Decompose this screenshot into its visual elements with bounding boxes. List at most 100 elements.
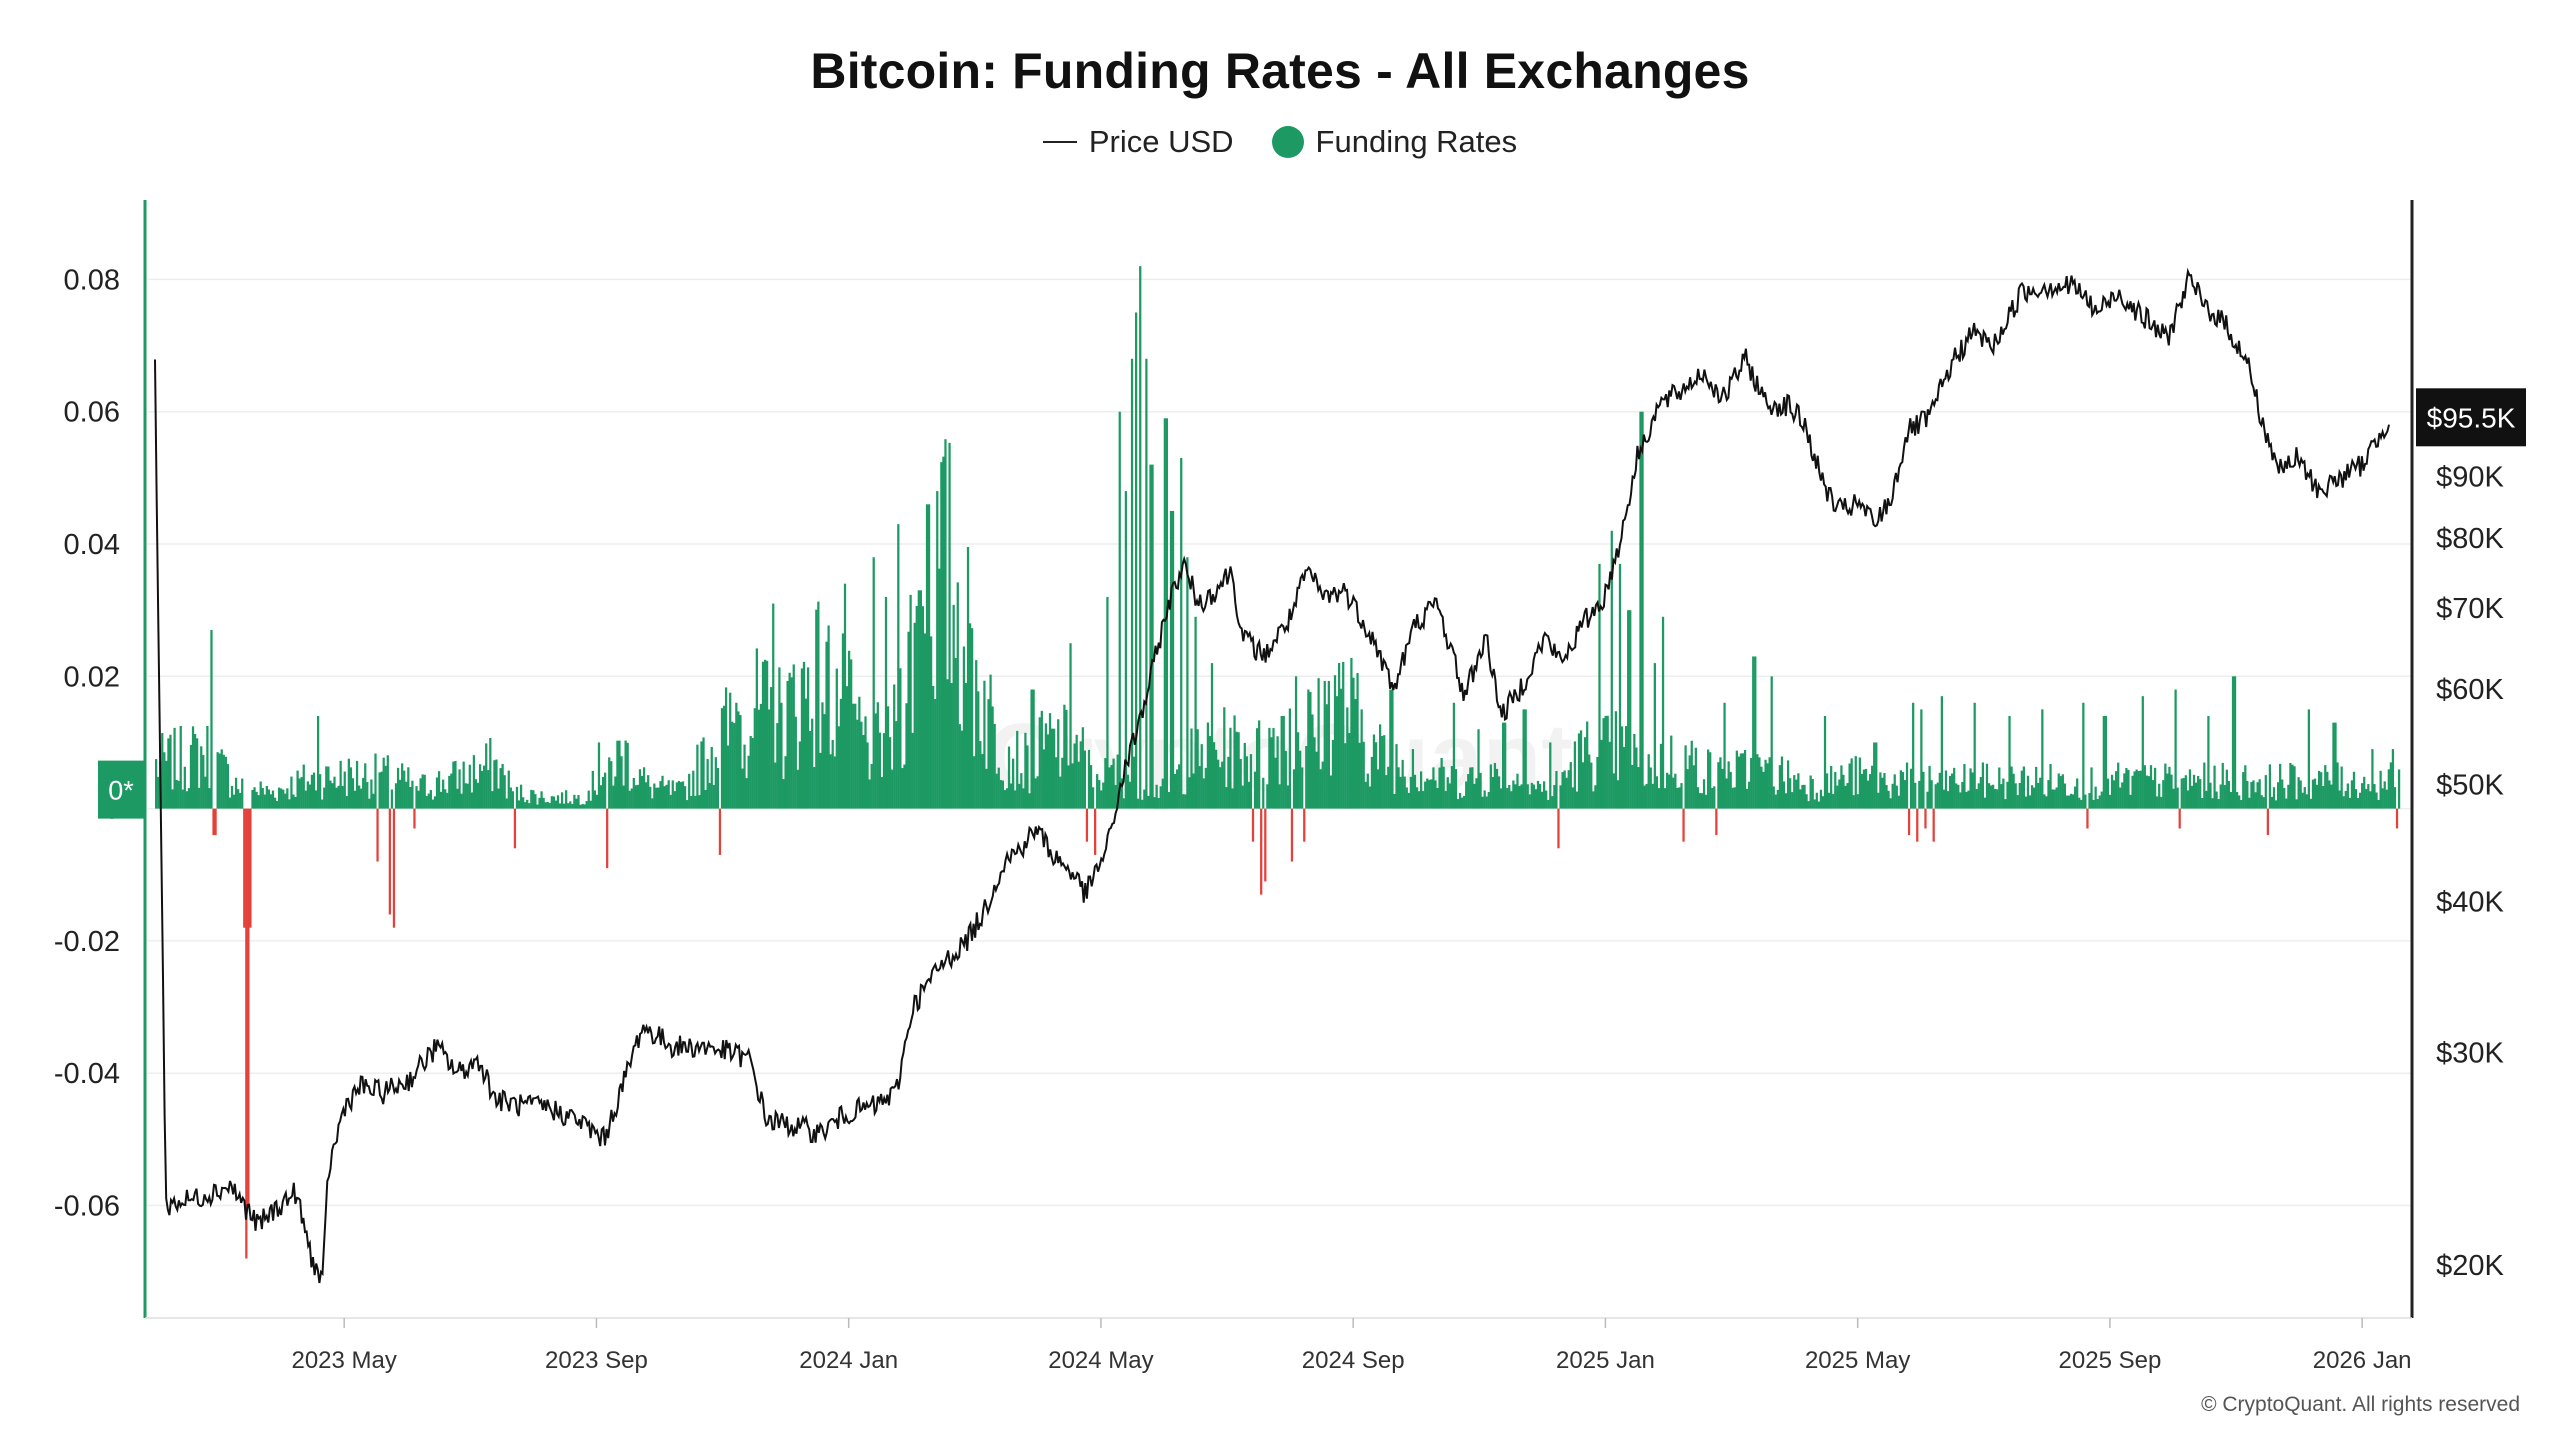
funding-bar: [466, 783, 469, 809]
funding-bar: [1114, 784, 1117, 809]
funding-bar: [1971, 772, 1974, 809]
funding-bar: [1577, 733, 1581, 809]
funding-bar: [493, 760, 496, 809]
funding-bar: [1196, 729, 1199, 809]
funding-bar: [577, 794, 580, 809]
funding-bar: [1483, 790, 1486, 809]
left-tick-label: 0.06: [64, 397, 120, 429]
funding-bar: [1912, 702, 1915, 809]
funding-bar: [2061, 774, 2064, 809]
funding-bar: [1573, 741, 1577, 809]
funding-bar: [1670, 735, 1673, 809]
funding-bar: [1409, 776, 1412, 809]
funding-bar: [2078, 797, 2081, 809]
funding-bar: [2348, 797, 2351, 809]
funding-bar: [491, 791, 494, 809]
funding-bar: [1801, 784, 1804, 809]
funding-bar: [1290, 808, 1294, 862]
funding-bar: [1044, 723, 1048, 809]
funding-bar: [1011, 758, 1015, 809]
funding-bar: [729, 692, 732, 809]
funding-bar: [661, 775, 664, 809]
funding-bar: [1171, 510, 1175, 809]
funding-bar: [817, 601, 820, 809]
funding-bar: [351, 778, 355, 809]
funding-bar: [1337, 663, 1341, 809]
funding-bar: [2123, 773, 2126, 809]
funding-bar: [2344, 790, 2347, 809]
funding-bar: [1399, 776, 1402, 809]
funding-bar: [1184, 794, 1187, 809]
funding-bar: [448, 775, 451, 809]
funding-bar: [1821, 796, 1825, 809]
funding-bar: [417, 790, 420, 809]
funding-bar: [780, 702, 783, 809]
funding-bar: [1161, 778, 1164, 809]
funding-bar: [1918, 780, 1921, 809]
funding-bar: [335, 787, 338, 809]
funding-bar: [1934, 784, 1937, 809]
funding-bar: [2369, 791, 2372, 809]
funding-bar: [1296, 732, 1300, 809]
funding-bar: [942, 456, 945, 809]
funding-bar: [2223, 785, 2226, 809]
funding-bar: [1268, 727, 1271, 809]
funding-bar: [934, 699, 937, 809]
funding-bar: [2289, 762, 2292, 809]
funding-bar: [1700, 793, 1704, 809]
funding-bar: [630, 788, 633, 809]
funding-bar: [1637, 767, 1640, 809]
funding-bar: [2055, 787, 2058, 809]
funding-bar: [2309, 798, 2313, 809]
funding-bar: [1616, 780, 1620, 809]
funding-bar: [1940, 696, 1944, 809]
funding-bar: [2352, 771, 2356, 809]
funding-bar: [970, 628, 974, 809]
funding-bar: [1141, 799, 1144, 809]
funding-bar: [337, 785, 340, 809]
funding-bar: [1748, 781, 1751, 809]
funding-bar: [811, 718, 814, 809]
funding-bar: [905, 703, 908, 809]
funding-bar: [1198, 766, 1201, 809]
funding-bar: [1411, 749, 1415, 809]
funding-bar: [1766, 763, 1769, 809]
funding-bar: [2373, 784, 2376, 809]
funding-bar: [357, 785, 361, 809]
legend-item-price[interactable]: Price USD: [1042, 124, 1234, 160]
funding-bar: [1237, 732, 1240, 809]
funding-bar: [1842, 774, 1845, 809]
funding-bar: [1344, 743, 1347, 809]
funding-bar: [1873, 742, 1876, 809]
funding-bar: [991, 706, 994, 809]
left-tick-label: 0.02: [64, 661, 120, 693]
funding-bar: [1942, 789, 1946, 809]
funding-bar: [1789, 778, 1792, 809]
funding-bar: [220, 749, 223, 809]
funding-bar: [2082, 702, 2085, 809]
funding-bar: [169, 734, 172, 809]
funding-bar: [1733, 787, 1736, 809]
funding-bar: [255, 791, 258, 809]
funding-bar: [2266, 808, 2269, 836]
funding-bar: [1647, 754, 1650, 809]
funding-bar: [1446, 777, 1449, 809]
left-axis-ticks: 0.080.060.040.020-0.02-0.04-0.06: [54, 264, 120, 1222]
funding-bar: [911, 732, 914, 809]
funding-bar: [1584, 737, 1587, 809]
x-axis-ticks: 2023 May 2023 Sep 2024 Jan 2024 May 2024 Sep…: [291, 1318, 2412, 1374]
funding-bar: [1852, 795, 1855, 809]
funding-bar: [1690, 740, 1693, 809]
funding-bar: [1087, 749, 1091, 809]
funding-bar: [2291, 764, 2294, 809]
funding-bar: [419, 778, 422, 809]
funding-bar: [1069, 643, 1072, 809]
funding-bar: [913, 622, 916, 809]
funding-bar: [1850, 758, 1853, 809]
funding-bar: [319, 774, 322, 809]
funding-bar: [1717, 762, 1720, 809]
legend-item-funding[interactable]: Funding Rates: [1271, 124, 1517, 160]
funding-bar: [973, 756, 976, 809]
funding-bar: [1438, 767, 1441, 809]
funding-bar: [831, 739, 834, 809]
